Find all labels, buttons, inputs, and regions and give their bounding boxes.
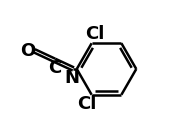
Text: N: N xyxy=(65,69,80,87)
Text: Cl: Cl xyxy=(77,95,97,113)
Text: C: C xyxy=(48,59,61,77)
Text: O: O xyxy=(20,42,35,60)
Text: Cl: Cl xyxy=(85,25,104,43)
